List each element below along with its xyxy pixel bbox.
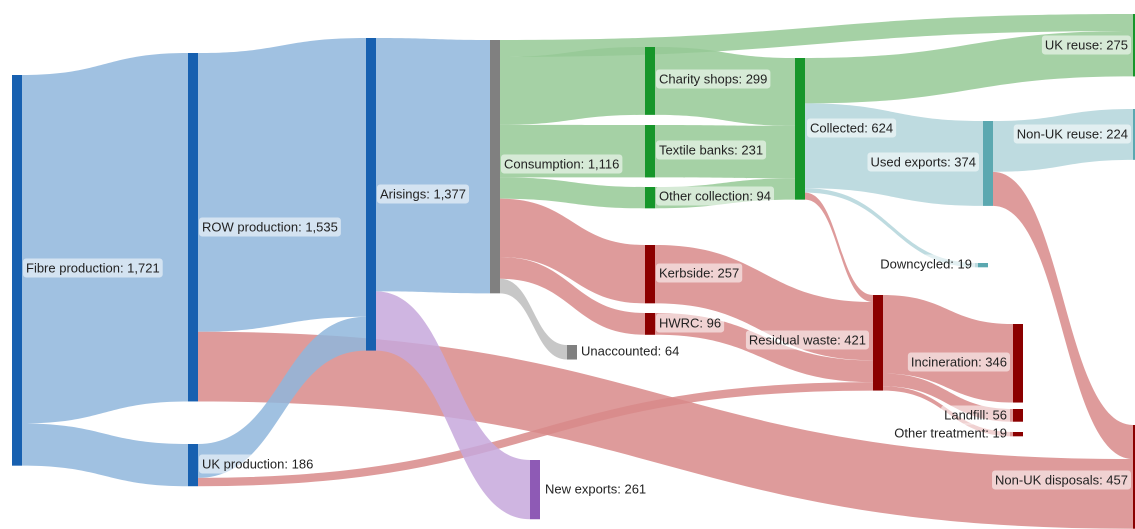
nodes <box>12 14 1135 529</box>
label-background <box>891 423 1010 443</box>
node-label: ROW production: 1,535 <box>202 219 338 234</box>
label-background <box>877 254 975 274</box>
link <box>500 257 645 335</box>
node <box>1133 425 1135 529</box>
node-label: Consumption: 1,116 <box>504 156 619 171</box>
node-label: UK production: 186 <box>202 456 313 471</box>
node-label: Charity shops: 299 <box>659 71 767 86</box>
node-label: Other collection: 94 <box>659 188 771 203</box>
link <box>376 291 530 520</box>
label-background <box>199 217 341 237</box>
link <box>198 38 366 332</box>
link <box>500 177 645 209</box>
label-background <box>377 184 469 204</box>
label-background <box>1041 35 1131 55</box>
label-background <box>542 479 650 499</box>
node-label: New exports: 261 <box>545 481 646 496</box>
node <box>188 53 198 402</box>
link <box>198 382 873 487</box>
node-label: Non-UK disposals: 457 <box>995 472 1128 487</box>
link <box>805 192 873 303</box>
link <box>500 47 645 125</box>
node <box>645 313 655 335</box>
link <box>22 53 188 424</box>
node <box>530 460 540 520</box>
node-label: Collected: 624 <box>810 120 893 135</box>
node <box>1013 324 1023 403</box>
label-background <box>656 263 743 283</box>
node-label: Incineration: 346 <box>911 354 1007 369</box>
node <box>645 125 655 178</box>
label-background <box>23 258 163 278</box>
label-background <box>907 352 1010 372</box>
link <box>376 38 490 294</box>
node <box>490 40 500 294</box>
link <box>500 278 567 360</box>
link <box>883 295 1013 403</box>
node-label: Fibre production: 1,721 <box>26 260 160 275</box>
node-label: Unaccounted: 64 <box>581 343 679 358</box>
link <box>22 423 188 487</box>
label-background <box>992 470 1131 490</box>
node-label: Downcycled: 19 <box>880 256 972 271</box>
node <box>645 245 655 304</box>
node <box>188 444 198 487</box>
node-label: Other treatment: 19 <box>894 425 1007 440</box>
node <box>645 187 655 209</box>
label-background <box>578 341 683 361</box>
label-background <box>199 454 317 474</box>
node <box>1133 109 1135 160</box>
node-label: Used exports: 374 <box>870 154 976 169</box>
label-background <box>656 69 771 89</box>
node-label: HWRC: 96 <box>659 315 721 330</box>
node <box>1013 409 1023 422</box>
link <box>805 188 978 268</box>
label-background <box>867 152 979 172</box>
node-label: UK reuse: 275 <box>1045 37 1128 52</box>
node-label: Non-UK reuse: 224 <box>1017 126 1128 141</box>
node <box>873 295 883 391</box>
node <box>978 263 988 268</box>
label-background <box>656 186 775 206</box>
node <box>1133 14 1135 77</box>
node <box>795 58 805 200</box>
node-label: Residual waste: 421 <box>749 332 866 347</box>
label-background <box>656 140 767 160</box>
node <box>1013 432 1023 437</box>
link <box>198 316 366 478</box>
link <box>993 171 1133 460</box>
node <box>983 121 993 206</box>
label-background <box>745 330 869 350</box>
node <box>567 345 577 360</box>
node-label: Landfill: 56 <box>944 407 1007 422</box>
label-background <box>656 313 725 333</box>
link <box>500 14 1133 58</box>
link <box>500 198 645 304</box>
label-background <box>1013 124 1131 144</box>
node-label: Textile banks: 231 <box>659 142 763 157</box>
labels: Fibre production: 1,721 ROW production: 1… <box>23 35 1131 499</box>
node <box>12 75 22 466</box>
node <box>645 47 655 115</box>
label-background <box>941 405 1010 425</box>
label-background <box>807 118 897 138</box>
node-label: Kerbside: 257 <box>659 265 739 280</box>
node <box>366 38 376 351</box>
label-background <box>501 154 623 174</box>
node-label: Arisings: 1,377 <box>380 186 466 201</box>
